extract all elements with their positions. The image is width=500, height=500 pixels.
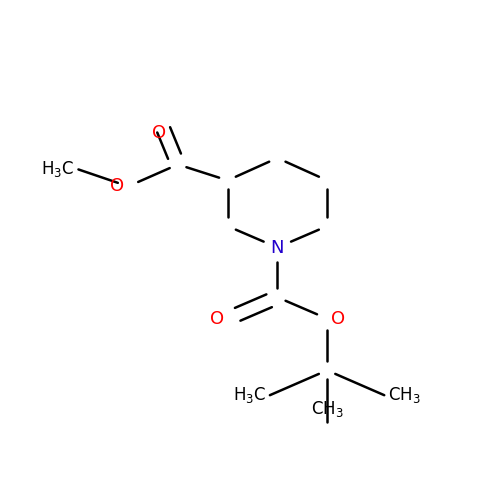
Text: H$_3$C: H$_3$C	[42, 160, 74, 180]
Text: O: O	[331, 310, 345, 328]
Text: CH$_3$: CH$_3$	[310, 399, 344, 419]
Text: O: O	[110, 178, 124, 196]
Text: O: O	[152, 124, 166, 142]
Text: O: O	[210, 310, 224, 328]
Text: CH$_3$: CH$_3$	[388, 385, 421, 405]
Text: N: N	[270, 238, 284, 256]
Text: H$_3$C: H$_3$C	[232, 385, 266, 405]
